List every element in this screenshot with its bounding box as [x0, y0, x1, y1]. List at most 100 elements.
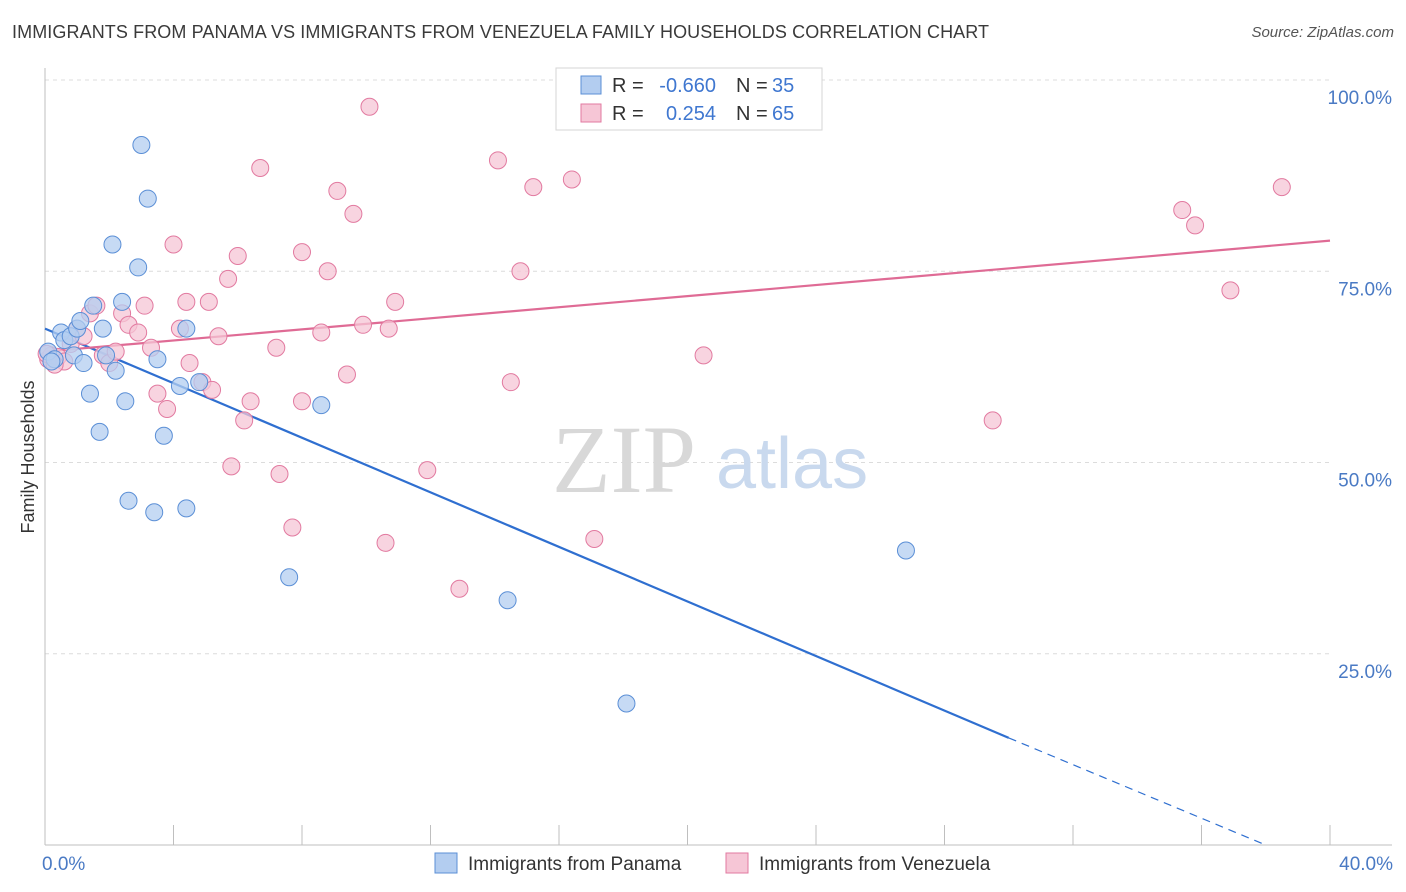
point-venezuela-36	[293, 243, 311, 262]
point-venezuela-54	[562, 170, 581, 189]
point-venezuela-28	[222, 457, 241, 476]
point-venezuela-43	[354, 315, 373, 334]
point-venezuela-45	[376, 533, 395, 552]
point-venezuela-34	[270, 464, 289, 483]
point-panama-17	[116, 392, 135, 411]
point-panama-18	[119, 491, 138, 510]
point-panama-30	[312, 396, 331, 415]
point-panama-33	[896, 541, 915, 560]
point-panama-7	[71, 311, 90, 330]
point-venezuela-61	[1221, 281, 1240, 300]
chart-title: IMMIGRANTS FROM PANAMA VS IMMIGRANTS FRO…	[12, 22, 990, 42]
legend-swatch-panama	[580, 75, 602, 95]
point-panama-25	[170, 377, 189, 395]
y-tick-label-25: 25.0%	[1338, 662, 1392, 683]
point-venezuela-27	[219, 269, 238, 288]
point-venezuela-31	[241, 392, 260, 411]
point-panama-15	[106, 361, 125, 380]
point-venezuela-55	[585, 530, 604, 548]
point-venezuela-40	[328, 181, 347, 200]
point-panama-19	[129, 258, 148, 277]
x-tick-labels: 0.0% 40.0%	[42, 854, 1393, 875]
point-venezuela-21	[177, 292, 196, 311]
point-panama-27	[177, 499, 196, 518]
point-venezuela-46	[379, 319, 398, 338]
x-tick-label-min: 0.0%	[42, 854, 85, 875]
y-tick-labels: 25.0% 50.0% 75.0% 100.0%	[1328, 88, 1393, 683]
y-axis-label: Family Households	[18, 380, 38, 533]
trend-line-panama	[44, 327, 1010, 739]
point-panama-20	[132, 136, 151, 155]
trend-line-panama-extension	[1008, 737, 1266, 846]
point-venezuela-49	[450, 579, 469, 598]
point-venezuela-52	[511, 262, 530, 281]
legend-r-label-1: R =	[612, 75, 644, 97]
point-panama-22	[145, 503, 164, 522]
point-venezuela-53	[524, 178, 543, 197]
point-venezuela-29	[228, 246, 247, 265]
point-venezuela-15	[135, 296, 154, 315]
point-venezuela-24	[199, 292, 218, 311]
point-venezuela-17	[148, 384, 167, 403]
watermark: ZIP atlas	[552, 406, 868, 513]
legend-r-label-2: R =	[612, 103, 644, 125]
legend-n-label-2: N =	[736, 103, 768, 125]
y-tick-label-50: 50.0%	[1338, 471, 1392, 492]
point-venezuela-38	[312, 323, 331, 342]
legend-n-value-1: 35	[772, 75, 794, 97]
point-venezuela-42	[344, 204, 363, 223]
point-panama-26	[177, 319, 196, 338]
point-venezuela-50	[488, 151, 507, 170]
bottom-legend: Immigrants from Panama Immigrants from V…	[434, 852, 991, 875]
point-venezuela-33	[267, 338, 286, 357]
point-venezuela-14	[129, 323, 148, 342]
gridlines	[45, 79, 1330, 655]
point-panama-12	[93, 319, 112, 338]
point-venezuela-41	[337, 365, 356, 384]
point-venezuela-19	[164, 235, 183, 254]
legend-n-label-1: N =	[736, 75, 768, 97]
point-venezuela-59	[1173, 201, 1192, 220]
legend-r-value-1: -0.660	[659, 75, 716, 97]
point-panama-9	[80, 384, 99, 403]
watermark-zip: ZIP	[552, 406, 696, 513]
point-venezuela-22	[180, 354, 199, 373]
point-venezuela-60	[1186, 216, 1205, 235]
point-panama-24	[154, 426, 173, 445]
point-venezuela-51	[501, 373, 520, 392]
point-venezuela-18	[158, 399, 177, 418]
y-tick-label-100: 100.0%	[1328, 88, 1393, 109]
bottom-legend-swatch-panama	[434, 852, 458, 874]
point-panama-13	[97, 346, 116, 365]
point-panama-23	[148, 350, 167, 369]
point-panama-10	[84, 296, 103, 315]
bottom-legend-label-venezuela: Immigrants from Venezuela	[759, 854, 991, 875]
bottom-legend-swatch-venezuela	[725, 852, 749, 874]
point-venezuela-56	[694, 346, 713, 365]
point-venezuela-26	[209, 327, 228, 346]
legend-n-value-2: 65	[772, 103, 794, 125]
data-points	[37, 74, 1291, 713]
point-venezuela-47	[386, 292, 405, 311]
legend-swatch-venezuela	[580, 103, 602, 123]
point-panama-21	[138, 189, 157, 208]
point-panama-8	[74, 354, 93, 373]
point-venezuela-48	[418, 461, 437, 480]
legend-box: R = -0.660 N = 35 R = 0.254 N = 65	[555, 67, 823, 131]
point-panama-29	[280, 568, 299, 587]
axes	[44, 68, 1392, 846]
point-venezuela-39	[318, 262, 337, 281]
point-venezuela-35	[283, 518, 302, 537]
point-panama-34	[42, 352, 61, 371]
point-panama-32	[617, 694, 636, 713]
y-tick-label-75: 75.0%	[1338, 279, 1392, 300]
point-panama-31	[498, 591, 517, 610]
chart-source: Source: ZipAtlas.com	[1251, 24, 1394, 41]
point-venezuela-62	[1272, 178, 1291, 197]
watermark-atlas: atlas	[716, 424, 868, 504]
point-venezuela-32	[251, 158, 270, 177]
legend-r-value-2: 0.254	[666, 103, 716, 125]
point-panama-11	[90, 422, 109, 441]
point-venezuela-30	[235, 411, 254, 430]
